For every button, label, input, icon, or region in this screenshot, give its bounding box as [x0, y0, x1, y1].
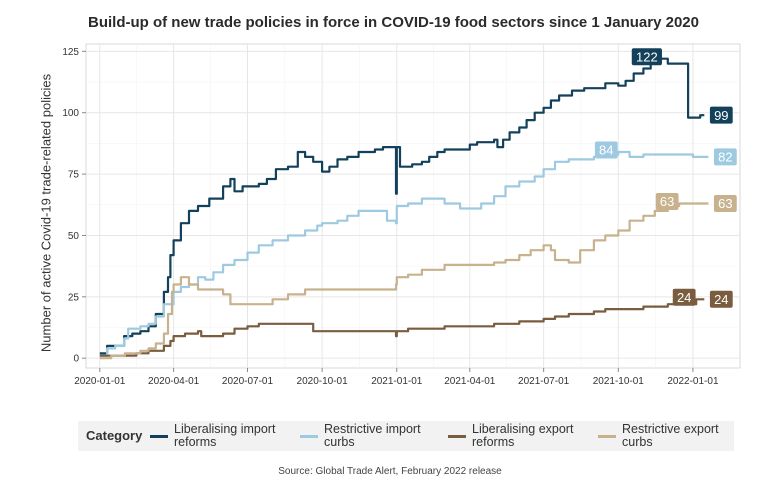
y-tick-label: 100 — [62, 108, 79, 119]
x-tick-label: 2021-01-01 — [371, 376, 423, 387]
x-tick-label: 2020-10-01 — [297, 376, 349, 387]
data-label-text: 122 — [636, 49, 658, 64]
x-tick-label: 2022-01-01 — [667, 376, 719, 387]
legend: Category Liberalising import reforms Res… — [78, 421, 734, 451]
legend-label: Restrictive export curbs — [622, 422, 719, 449]
legend-label: Liberalising import reforms — [174, 422, 276, 449]
x-tick-label: 2020-01-01 — [74, 376, 126, 387]
data-label-text: 82 — [718, 150, 732, 165]
series-line — [99, 298, 705, 357]
series-line — [99, 150, 709, 357]
peak-value-label: 24 — [672, 288, 696, 306]
x-tick-label: 2021-10-01 — [593, 376, 645, 387]
legend-key — [448, 435, 466, 438]
peak-value-label: 122 — [631, 48, 662, 66]
legend-label: Liberalising export reforms — [472, 422, 574, 449]
y-tick-label: 50 — [68, 231, 80, 242]
end-value-label: 63 — [713, 195, 737, 213]
data-label-box — [709, 290, 733, 308]
y-tick-label: 125 — [62, 47, 79, 58]
data-label-box — [655, 193, 679, 211]
end-value-label: 82 — [713, 148, 737, 166]
end-value-label: 99 — [709, 106, 733, 124]
series-line — [99, 202, 709, 360]
data-label-box — [713, 195, 737, 213]
x-tick-label: 2020-04-01 — [148, 376, 200, 387]
data-label-box — [713, 148, 737, 166]
x-tick-label: 2021-07-01 — [518, 376, 570, 387]
x-tick-label: 2020-07-01 — [222, 376, 274, 387]
plot-panel — [85, 43, 741, 369]
legend-label: Restrictive import curbs — [324, 422, 421, 449]
data-label-box — [631, 48, 662, 66]
legend-key — [150, 435, 168, 438]
x-tick-label: 2021-04-01 — [444, 376, 496, 387]
y-tick-label: 75 — [68, 170, 80, 181]
data-label-text: 63 — [660, 194, 674, 209]
y-tick-label: 0 — [73, 354, 79, 365]
peak-value-label: 84 — [594, 141, 618, 159]
legend-key — [300, 435, 318, 438]
data-label-text: 24 — [714, 292, 728, 307]
line-chart: 0 25 50 75 100 125 2020-01-01 2020-04-01 2020-07… — [62, 43, 741, 387]
chart-title: Build-up of new trade policies in force … — [88, 14, 699, 31]
legend-key — [598, 435, 616, 438]
peak-value-label: 63 — [655, 193, 679, 211]
data-label-box — [709, 106, 733, 124]
data-label-text: 63 — [718, 196, 732, 211]
data-label-text: 24 — [677, 290, 691, 305]
data-label-box — [672, 288, 696, 306]
end-value-label: 24 — [709, 290, 733, 308]
data-label-text: 99 — [714, 108, 728, 123]
source-note: Source: Global Trade Alert, February 202… — [278, 466, 502, 477]
y-tick-label: 25 — [68, 292, 80, 303]
data-label-box — [594, 141, 618, 159]
series-line — [99, 57, 705, 355]
legend-title: Category — [86, 428, 143, 443]
data-label-text: 84 — [599, 143, 613, 158]
